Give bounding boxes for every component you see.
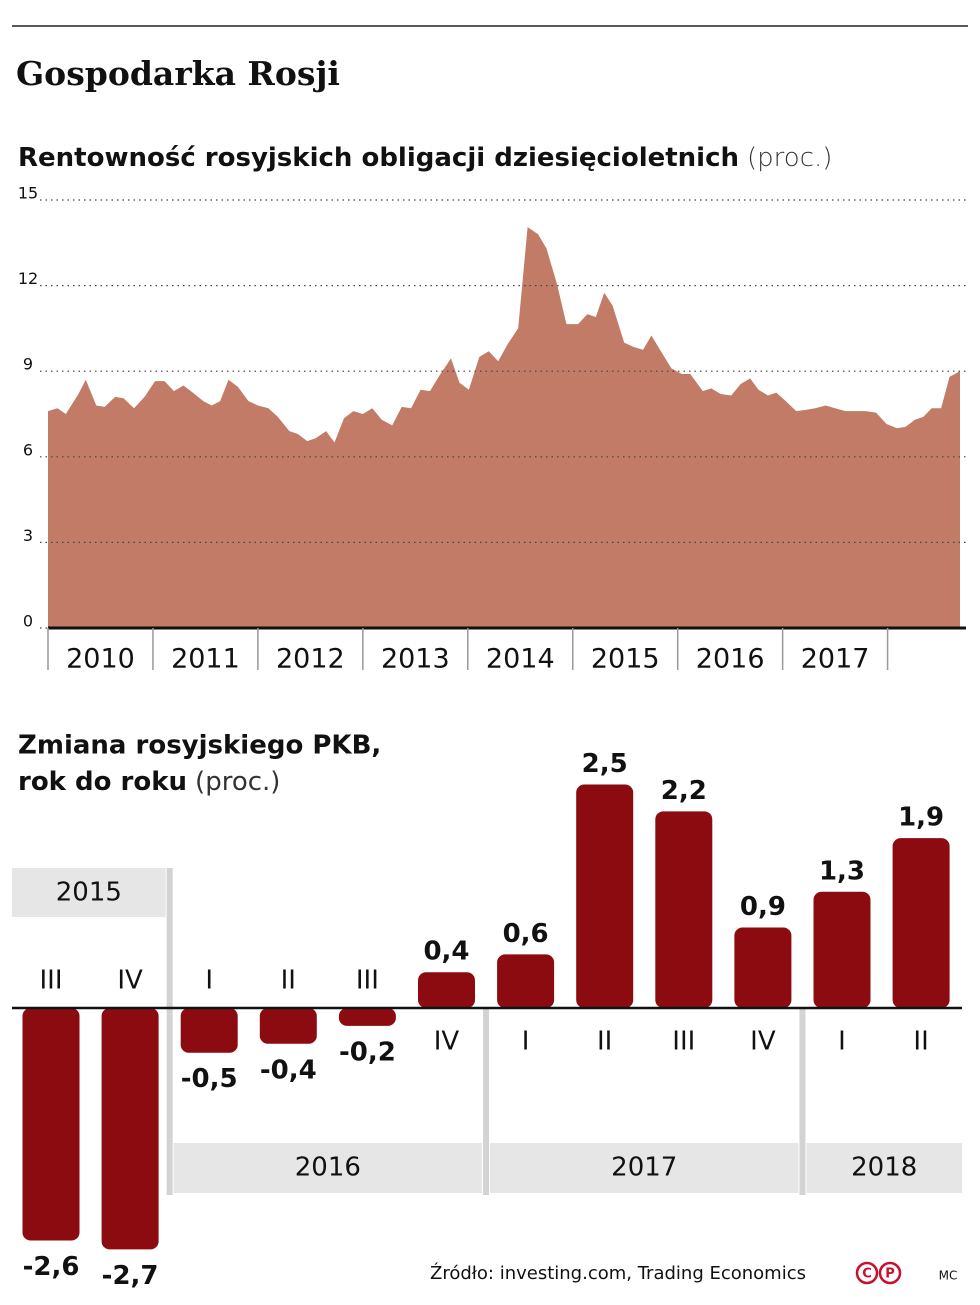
title-text: Rentowność rosyjskich obligacji dziesięc… xyxy=(18,143,739,173)
x-tick-label: 2017 xyxy=(801,644,870,675)
quarter-label: IV xyxy=(750,1027,776,1057)
y-tick-label: 3 xyxy=(23,526,33,545)
value-label: 2,2 xyxy=(661,776,707,806)
logo-letter: C xyxy=(862,1267,872,1282)
page-title: Gospodarka Rosji xyxy=(16,54,340,93)
x-tick-label: 2012 xyxy=(276,644,345,675)
value-label: 1,9 xyxy=(898,803,944,833)
bar xyxy=(180,1008,238,1053)
yield-chart: 0 3 6 9 12 15 2010 2011 2012 2013 2014 2015 2016 2017 xyxy=(18,184,966,675)
x-tick-label: 2013 xyxy=(381,644,450,675)
quarter-label: III xyxy=(672,1027,695,1057)
year-label: 2017 xyxy=(611,1153,677,1183)
x-tick-label: 2015 xyxy=(591,644,660,675)
bar xyxy=(734,927,792,1008)
bar xyxy=(259,1008,317,1044)
quarter-label: III xyxy=(39,966,62,996)
chart-title: rok do roku (proc.) xyxy=(18,767,280,797)
quarter-label: IV xyxy=(434,1027,460,1057)
y-tick-label: 6 xyxy=(23,440,33,459)
title-unit: (proc.) xyxy=(195,767,280,797)
bar xyxy=(497,954,555,1008)
title-unit: (proc.) xyxy=(747,143,832,173)
chart-title: Rentowność rosyjskich obligacji dziesięc… xyxy=(18,143,832,173)
x-tick-label: 2010 xyxy=(66,644,135,675)
bar xyxy=(576,784,634,1008)
quarter-label: I xyxy=(205,966,213,996)
year-band xyxy=(173,1143,483,1193)
year-bands: 2015 2016 2017 2018 xyxy=(12,868,962,1195)
logo-ring xyxy=(855,1261,879,1285)
year-label: 2016 xyxy=(295,1153,361,1183)
quarter-label: II xyxy=(913,1027,928,1057)
year-band xyxy=(490,1143,799,1193)
bar xyxy=(338,1008,396,1026)
area xyxy=(48,227,960,628)
x-tick-label: 2014 xyxy=(486,644,555,675)
value-label: 0,4 xyxy=(423,937,469,967)
value-label: -0,5 xyxy=(181,1064,238,1094)
bar xyxy=(813,891,871,1008)
title-text: rok do roku xyxy=(18,767,187,797)
y-tick-label: 0 xyxy=(23,612,33,631)
quarter-label: III xyxy=(356,966,379,996)
x-tick-label: 2016 xyxy=(696,644,765,675)
year-label: 2015 xyxy=(56,878,122,908)
value-label: -0,4 xyxy=(260,1055,317,1085)
year-band xyxy=(806,1143,962,1193)
value-label: 2,5 xyxy=(582,749,628,779)
value-label: -2,7 xyxy=(102,1261,159,1291)
quarter-label: I xyxy=(838,1027,846,1057)
logo-letter: P xyxy=(885,1267,895,1282)
bar xyxy=(101,1008,159,1250)
value-label: -0,2 xyxy=(339,1037,396,1067)
source: Źródło: investing.com, Trading Economics xyxy=(430,1262,806,1284)
value-label: 0,9 xyxy=(740,892,786,922)
credit: MC xyxy=(939,1269,958,1283)
chart-title: Zmiana rosyjskiego PKB, xyxy=(18,731,381,761)
year-band xyxy=(12,868,166,917)
bar xyxy=(655,811,713,1008)
quarter-label: II xyxy=(597,1027,612,1057)
value-label: -2,6 xyxy=(23,1252,80,1282)
bar xyxy=(892,838,950,1008)
y-tick-label: 12 xyxy=(18,269,38,288)
value-label: 0,6 xyxy=(503,919,549,949)
y-tick-label: 9 xyxy=(23,355,33,374)
quarter-label: I xyxy=(522,1027,530,1057)
bar xyxy=(418,972,475,1008)
x-tick-label: 2011 xyxy=(171,644,240,675)
quarter-label: IV xyxy=(117,966,143,996)
value-label: 1,3 xyxy=(819,856,865,886)
logo-ring xyxy=(878,1261,902,1285)
y-tick-label: 15 xyxy=(18,184,38,203)
quarter-label: II xyxy=(281,966,296,996)
bar xyxy=(22,1008,80,1241)
year-label: 2018 xyxy=(851,1153,917,1183)
